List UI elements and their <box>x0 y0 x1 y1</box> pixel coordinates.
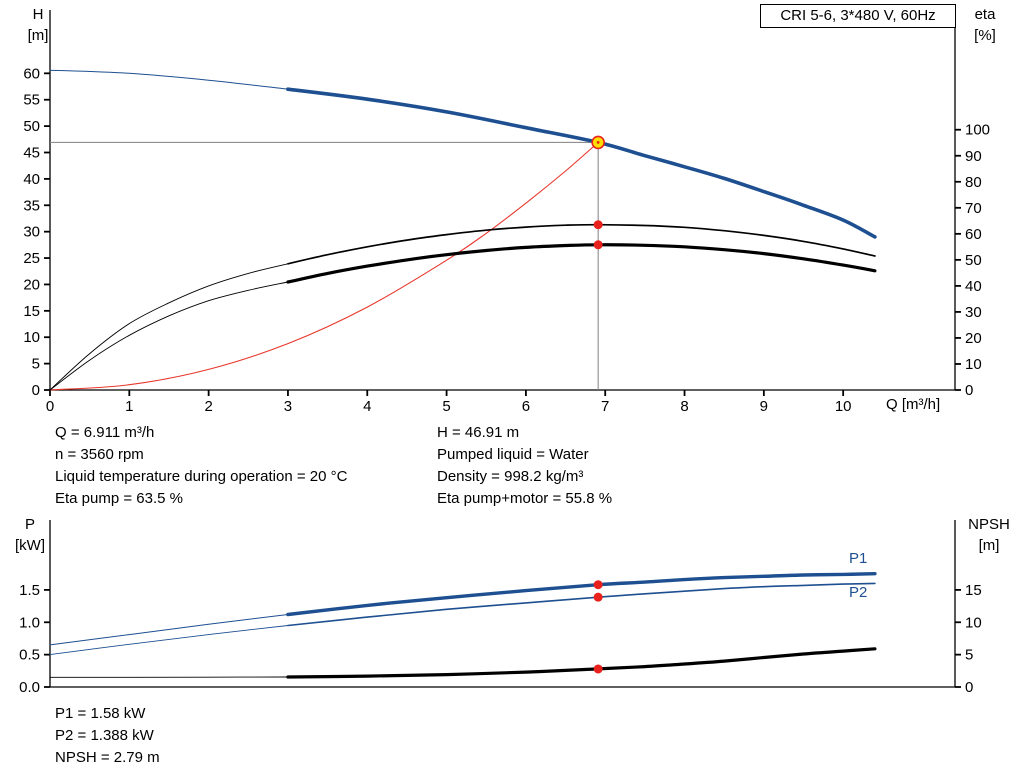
p1-result-text: P1 = 1.58 kW <box>55 705 146 722</box>
y-left-tick-label: 0.0 <box>19 679 40 696</box>
y-left-tick-label: 5 <box>32 356 40 373</box>
x-tick-label: 8 <box>680 398 688 415</box>
x-tick-label: 1 <box>125 398 133 415</box>
npsh-axis-title-unit: [m] <box>978 537 1000 554</box>
eta-pump-motor-text: Eta pump+motor = 55.8 % <box>437 490 613 507</box>
y-left-tick-label: 50 <box>23 118 40 135</box>
npsh-curve <box>286 647 877 679</box>
eta-axis-title-unit: [%] <box>974 27 996 44</box>
npsh-axis-title-symbol: NPSH <box>968 516 1010 533</box>
x-tick-label: 7 <box>601 398 609 415</box>
duty-dot-marker <box>593 592 603 602</box>
h-curve-extension <box>49 69 289 90</box>
h-axis-title: H [m] <box>20 4 56 46</box>
eta-axis-title: eta [%] <box>963 4 1007 46</box>
p2-curve <box>287 582 876 627</box>
speed-text: n = 3560 rpm <box>55 446 144 463</box>
x-tick-label: 0 <box>46 398 54 415</box>
p2-result-text: P2 = 1.388 kW <box>55 727 154 744</box>
duty-flow-text: Q = 6.911 m³/h <box>55 424 155 441</box>
y-left-tick-label: 15 <box>23 303 40 320</box>
y-left-tick-label: 0.5 <box>19 647 40 664</box>
y-right-tick-label: 15 <box>965 582 982 599</box>
p1-curve-extension <box>49 614 289 646</box>
y-right-tick-label: 0 <box>965 382 973 399</box>
y-left-tick-label: 60 <box>23 65 40 82</box>
h-curve <box>286 87 877 239</box>
x-tick-label: 4 <box>363 398 371 415</box>
y-right-tick-label: 10 <box>965 614 982 631</box>
eta-pump-curve <box>287 223 876 265</box>
y-right-tick-label: 20 <box>965 330 982 347</box>
y-left-tick-label: 10 <box>23 329 40 346</box>
x-tick-label: 10 <box>835 398 852 415</box>
duty-dot-marker <box>593 664 603 674</box>
y-right-tick-label: 30 <box>965 304 982 321</box>
power-npsh-chart: 0.0 0.5 1.0 1.5 0 5 10 15 <box>19 520 982 696</box>
p-axis-title-unit: [kW] <box>15 537 45 554</box>
pump-title-box: CRI 5-6, 3*480 V, 60Hz <box>760 4 956 28</box>
y-right-tick-label: 0 <box>965 679 973 696</box>
eta-pump-motor-curve-extension <box>49 281 289 391</box>
npsh-result-text: NPSH = 2.79 m <box>55 749 160 766</box>
y-right-tick-label: 60 <box>965 226 982 243</box>
hq-eta-chart: 0510152025303540455055600102030405060708… <box>23 10 990 415</box>
density-text: Density = 998.2 kg/m³ <box>437 468 584 485</box>
eta-pump-curve-extension <box>49 263 289 391</box>
power-results-block: P1 = 1.58 kW P2 = 1.388 kW NPSH = 2.79 m <box>55 703 160 769</box>
duty-head-text: H = 46.91 m <box>437 424 520 441</box>
y-right-tick-label: 50 <box>965 252 982 269</box>
p-axis-title-symbol: P <box>24 516 35 533</box>
p2-curve-label: P2 <box>849 584 868 601</box>
operating-data-left-column: Q = 6.911 m³/h n = 3560 rpm Liquid tempe… <box>55 422 347 510</box>
eta-axis-title-symbol: eta <box>974 6 996 23</box>
y-left-tick-label: 30 <box>23 224 40 241</box>
h-axis-title-symbol: H <box>32 6 44 23</box>
q-axis-label: Q [m³/h] <box>886 396 941 413</box>
p1-curve <box>286 572 877 617</box>
operating-data-right-column: H = 46.91 m Pumped liquid = Water Densit… <box>437 422 612 510</box>
duty-dot-marker <box>593 220 603 230</box>
p2-curve-extension <box>49 625 289 656</box>
system-curve <box>49 141 599 391</box>
eta-pump-motor-curve <box>286 243 877 284</box>
y-left-tick-label: 25 <box>23 250 40 267</box>
x-tick-label: 2 <box>204 398 212 415</box>
eta-pump-text: Eta pump = 63.5 % <box>55 490 183 507</box>
p-axis-title: P [kW] <box>10 514 50 556</box>
y-left-tick-label: 35 <box>23 197 40 214</box>
y-right-tick-label: 90 <box>965 148 982 165</box>
x-tick-label: 5 <box>442 398 450 415</box>
y-right-tick-label: 80 <box>965 174 982 191</box>
y-left-tick-label: 20 <box>23 276 40 293</box>
y-right-tick-label: 10 <box>965 356 982 373</box>
x-tick-label: 3 <box>284 398 292 415</box>
h-axis-title-unit: [m] <box>27 27 49 44</box>
y-left-tick-label: 40 <box>23 171 40 188</box>
duty-dot-marker <box>593 580 603 590</box>
y-right-tick-label: 40 <box>965 278 982 295</box>
y-left-tick-label: 0 <box>32 382 40 399</box>
npsh-axis-title: NPSH [m] <box>963 514 1015 556</box>
p1-curve-label: P1 <box>849 550 868 567</box>
y-right-tick-label: 70 <box>965 200 982 217</box>
y-right-tick-label: 100 <box>965 122 990 139</box>
y-left-tick-label: 1.5 <box>19 582 40 599</box>
y-left-tick-label: 55 <box>23 92 40 109</box>
y-left-tick-label: 1.0 <box>19 614 40 631</box>
pumped-liquid-text: Pumped liquid = Water <box>437 446 589 463</box>
x-tick-label: 9 <box>760 398 768 415</box>
y-right-tick-label: 5 <box>965 647 973 664</box>
x-tick-label: 6 <box>522 398 530 415</box>
liquid-temperature-text: Liquid temperature during operation = 20… <box>55 468 348 485</box>
duty-dot-marker <box>593 240 603 250</box>
y-left-tick-label: 45 <box>23 145 40 162</box>
operating-point-center <box>596 141 600 144</box>
